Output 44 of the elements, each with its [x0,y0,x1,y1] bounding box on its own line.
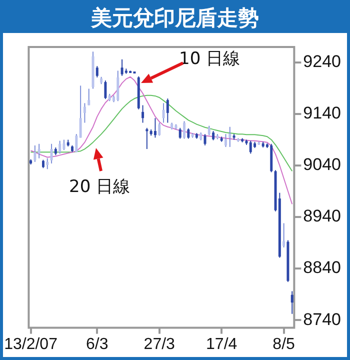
candlestick [83,102,86,124]
candlestick [187,128,190,140]
candlestick [62,139,66,151]
y-tick-label: 9140 [303,104,342,123]
y-tick-label: 8740 [303,310,342,329]
y-tick-label: 8940 [303,206,342,226]
text: 10 日線 [179,48,240,70]
candlestick [282,222,286,248]
candlestick [183,120,186,140]
candlestick [79,85,82,138]
candlestick [224,134,227,148]
candlestick [212,130,215,141]
candlestick [50,143,53,164]
candlestick [58,140,62,154]
candlestick [120,58,124,76]
candlestick [142,104,144,124]
candlestick [88,88,90,106]
x-tick-label: 8/5 [272,336,296,353]
x-tick-label: 6/3 [86,336,108,353]
y-tick-label: 9240 [303,52,342,72]
candlestick [96,66,98,78]
y-tick-label: 9040 [303,155,342,174]
candlestick [116,70,120,102]
candlestick [146,127,148,150]
candlestick [34,144,36,162]
series-label: 20 日線 [69,176,130,198]
candlestick [228,126,232,148]
x-tick-label: 17/4 [206,336,238,353]
candlestick [75,134,78,153]
candlestick [46,158,49,170]
candlestick [290,290,294,314]
chart-title: 美元兌印尼盾走勢 [3,3,347,33]
candlestick [208,125,210,136]
candlestick [178,127,182,140]
x-tick-label: 13/2/07 [4,336,58,353]
candlestick [154,118,156,138]
candlestick [158,122,161,136]
candlestick [249,140,252,154]
x-tick-label: 27/3 [144,336,176,353]
candlestick [104,80,107,100]
candlestick [162,102,165,124]
candlestick [38,143,40,159]
y-tick-label: 8840 [303,258,342,278]
candlestick [166,98,169,124]
